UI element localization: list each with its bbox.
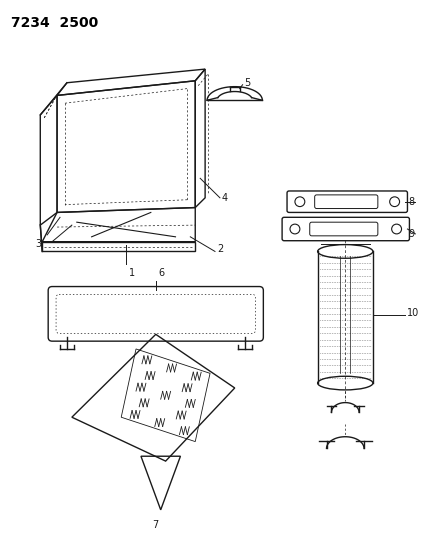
Text: 9: 9 xyxy=(408,229,415,239)
Text: 4: 4 xyxy=(222,193,228,203)
Text: 10: 10 xyxy=(407,308,419,318)
Text: 2: 2 xyxy=(217,245,223,254)
Text: 1: 1 xyxy=(129,268,135,278)
Text: 7: 7 xyxy=(153,520,159,530)
Text: 7234  2500: 7234 2500 xyxy=(11,17,98,30)
Text: 5: 5 xyxy=(244,78,251,88)
Text: 8: 8 xyxy=(408,197,415,207)
Text: 3: 3 xyxy=(36,239,42,248)
Text: 6: 6 xyxy=(159,268,165,278)
